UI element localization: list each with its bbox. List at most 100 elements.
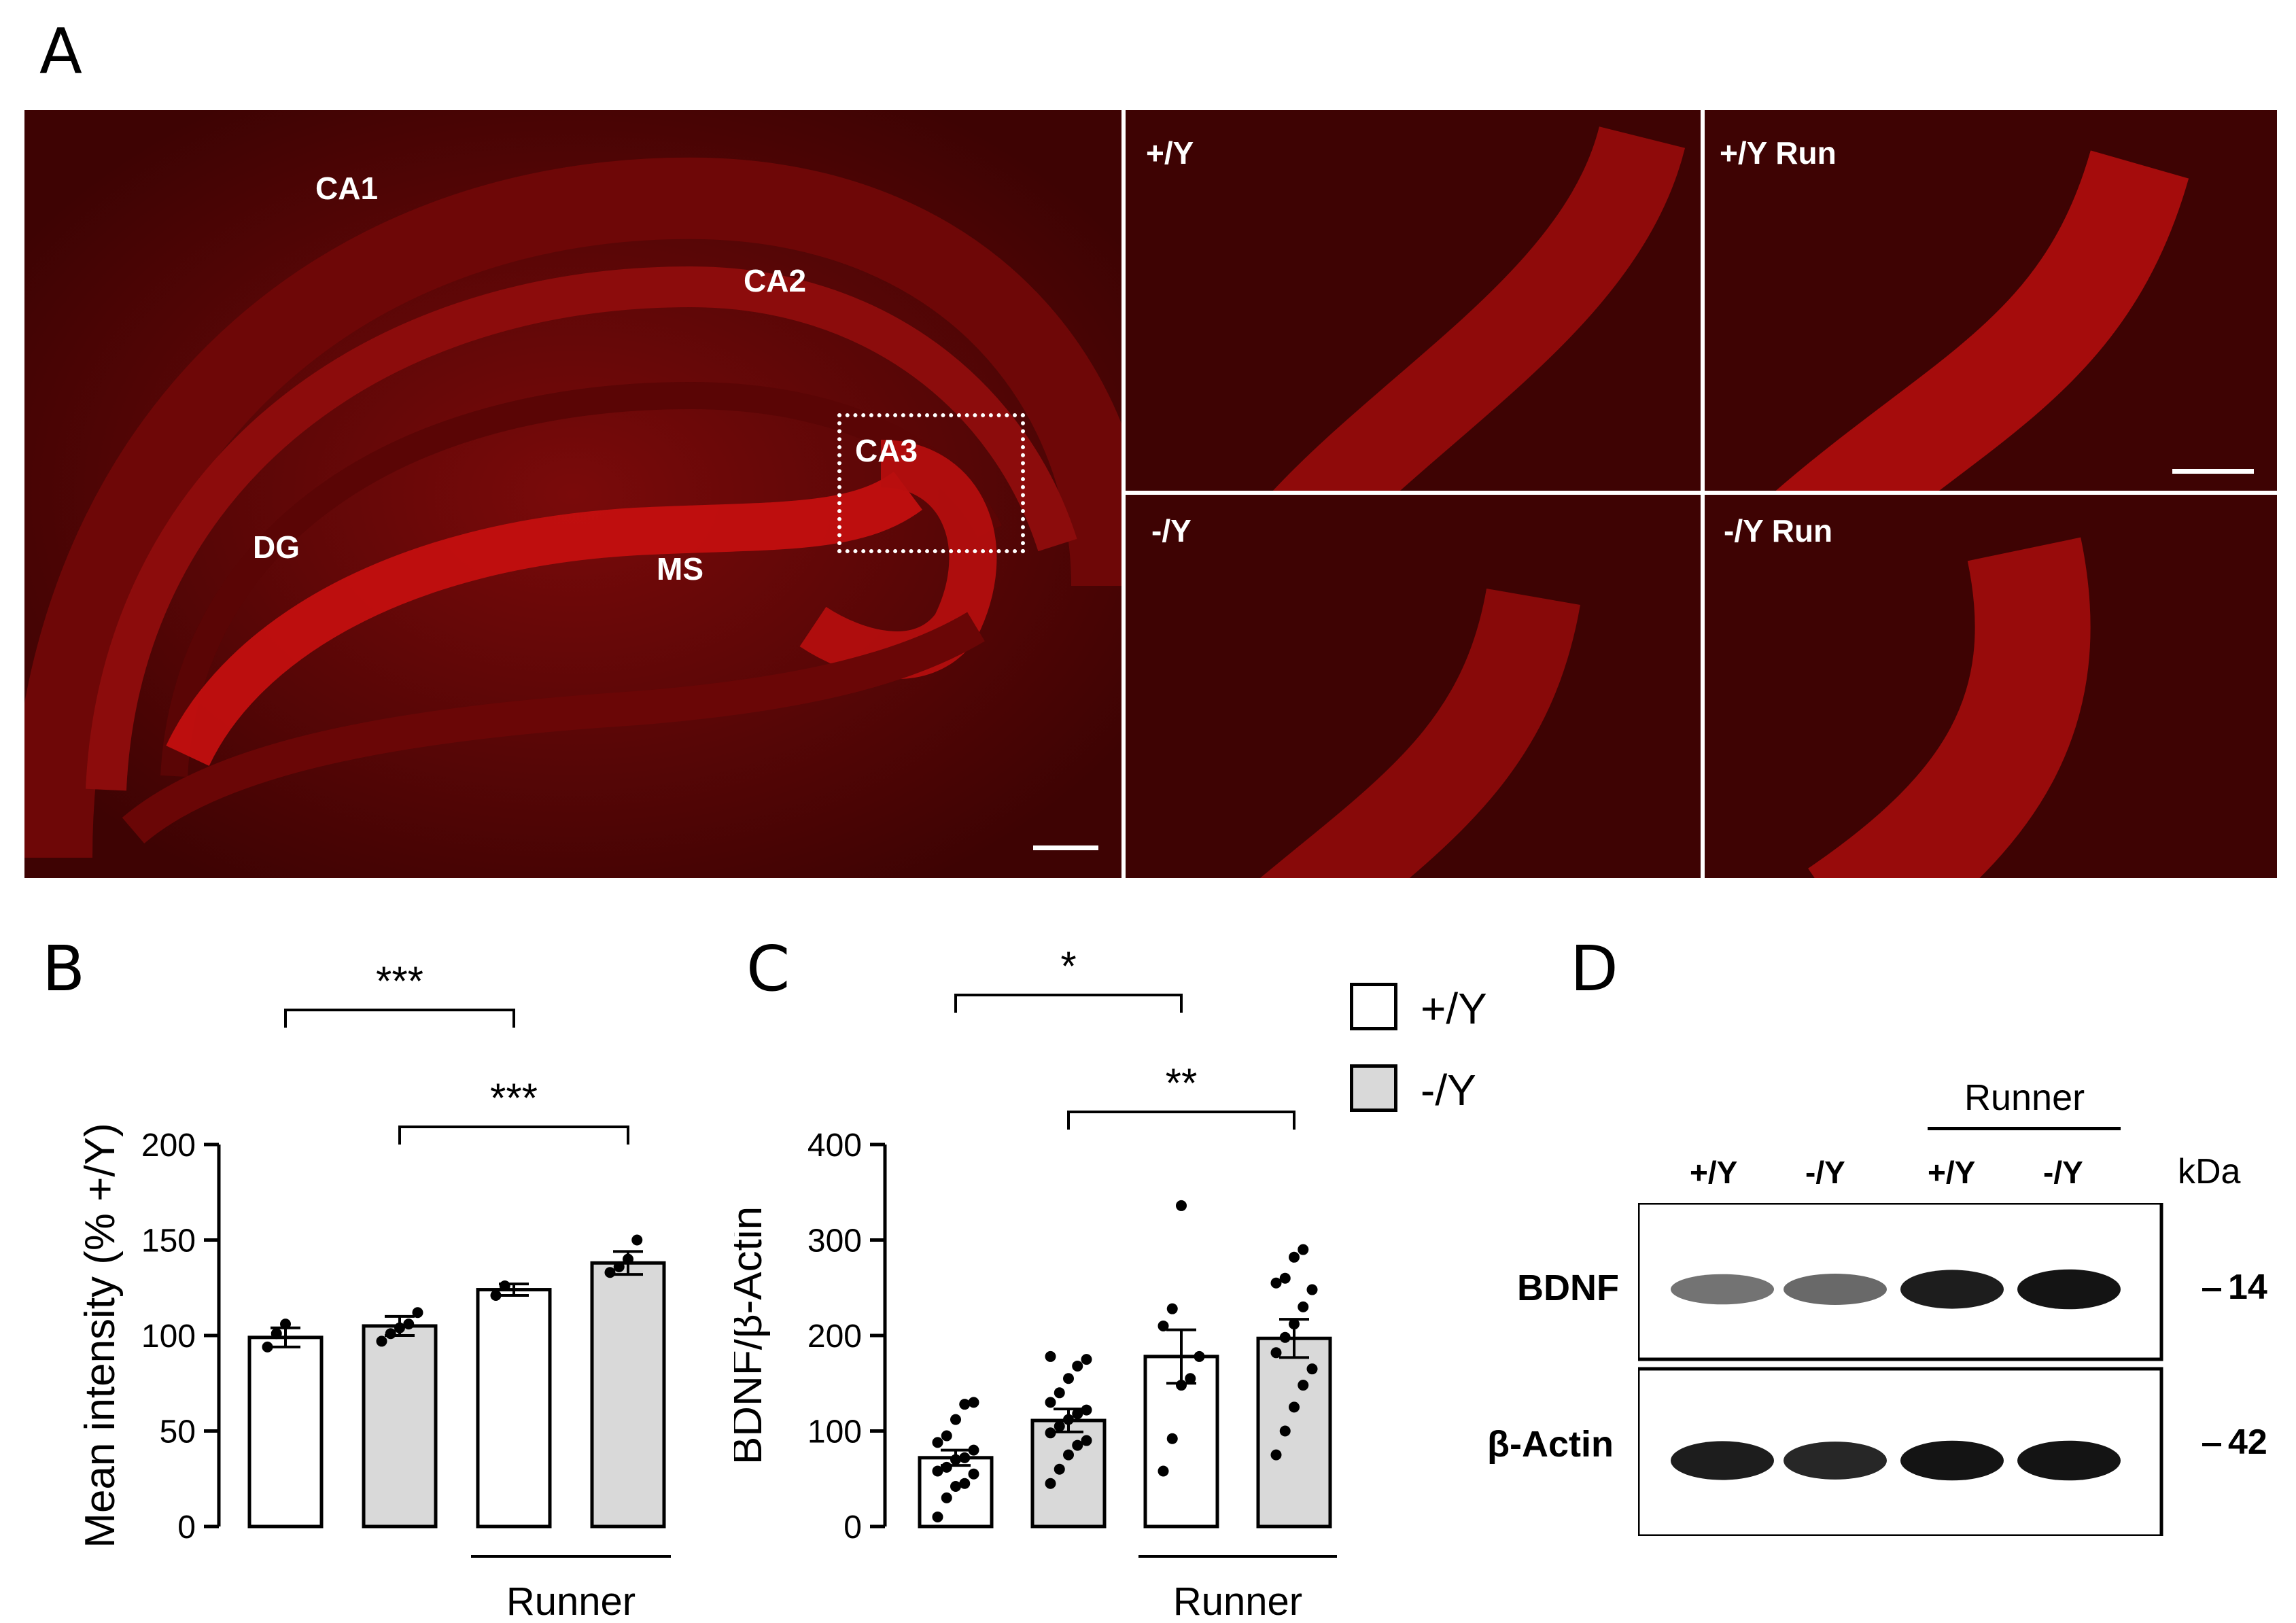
zoom-panel-ko-drawing [1259,588,1580,878]
chart-b-bar-3 [590,1261,666,1529]
blot-runner-label: Runner [1964,1077,2085,1118]
blot-band-actin-0 [1671,1441,1774,1480]
region-label-ca2: CA2 [744,263,807,298]
chart-c-point-3-9 [1306,1284,1318,1295]
chart-c-y-tick-label-3: 300 [807,1223,862,1259]
chart-b-sig-bracket-1 [398,1125,629,1145]
chart-c-point-3-3 [1298,1380,1309,1391]
chart-c-point-2-1 [1166,1433,1178,1444]
chart-c-point-0-11 [941,1430,952,1442]
chart-c-runner-label: Runner [1173,1580,1302,1623]
zoom-scale-bar [2172,469,2254,474]
chart-c-point-3-8 [1298,1301,1309,1312]
chart-c-point-3-11 [1279,1272,1291,1284]
blot-band-actin-3 [2017,1440,2121,1481]
chart-b-y-tick-label-1: 50 [160,1414,196,1450]
blot-band-actin-2 [1900,1440,2004,1481]
chart-b-y-tick-label-0: 0 [177,1509,196,1546]
region-label-ca1: CA1 [315,171,379,206]
chart-c-point-0-8 [959,1452,971,1463]
chart-b: 0 50 100 150 200 Mean intensity (% +/Y) *** ***… [77,958,671,1623]
chart-c-sig-label-1: ** [1166,1060,1198,1106]
blot-band-bdnf-0 [1671,1274,1774,1305]
chart-b-point-1-3 [403,1319,415,1330]
hippocampus-overview-image: CA1 CA2 CA3 DG MS [24,110,1121,878]
chart-c-point-0-7 [950,1454,961,1465]
chart-c-point-2-3 [1185,1373,1196,1384]
chart-b-bar-2 [476,1288,552,1529]
blot-marker-tick-14 [2202,1288,2221,1291]
chart-c-point-1-12 [1063,1373,1074,1384]
overview-scale-bar [1033,845,1098,850]
chart-b-point-1-2 [394,1322,405,1333]
chart-b-bar-0 [247,1336,324,1529]
blot-band-bdnf-2 [1900,1270,2004,1309]
chart-c-point-0-9 [968,1444,979,1456]
chart-c-point-3-12 [1289,1251,1300,1263]
chart-c-point-1-8 [1072,1408,1083,1420]
zoom-panel-wt-run-drawing [1775,150,2189,491]
chart-c-point-1-3 [1072,1439,1083,1451]
chart-c-bar-3 [1256,1336,1332,1529]
chart-c-point-1-13 [1072,1360,1083,1372]
chart-c-point-2-4 [1194,1350,1205,1362]
chart-c-point-0-2 [950,1480,961,1492]
chart-c-point-0-12 [950,1414,961,1425]
chart-b-bar-1 [362,1324,438,1529]
chart-c-point-1-4 [1081,1435,1092,1446]
chart-c-point-0-5 [932,1465,943,1477]
zoom-label-ko: -/Y [1151,513,1192,548]
zoom-panel-wt: +/Y [1126,110,1701,491]
chart-c-point-2-0 [1158,1465,1169,1477]
zoom-panel-ko-run-drawing [1808,537,2091,878]
panel-label-d: D [1570,932,1618,1005]
chart-c-point-1-6 [1054,1420,1065,1432]
chart-c-point-1-7 [1063,1414,1074,1425]
chart-b-point-0-2 [280,1319,291,1330]
chart-b-sig-label-1: *** [490,1075,538,1121]
zoom-panel-ko-run: -/Y Run [1705,495,2277,878]
blot-unit-label: kDa [2178,1152,2241,1191]
chart-c-bar-0 [918,1456,994,1529]
chart-c-y-axis-label: BDNF/β-Actin [734,1206,771,1465]
blot-marker-14: 14 [2228,1268,2267,1307]
chart-c-point-2-7 [1176,1200,1187,1211]
panel-label-a: A [39,15,82,88]
chart-c-point-0-1 [941,1492,952,1503]
chart-b-y-tick-label-3: 150 [141,1223,196,1259]
legend-swatch-ko [1350,1064,1397,1112]
chart-c-point-2-5 [1158,1320,1169,1331]
legend-label-ko: -/Y [1421,1066,1476,1115]
chart-c-point-3-0 [1270,1449,1282,1461]
blot-band-bdnf-3 [2017,1269,2121,1310]
chart-b-point-1-1 [385,1328,396,1340]
region-label-ms: MS [657,551,703,587]
blot-marker-tick-42 [2202,1443,2221,1446]
chart-b-point-2-0 [490,1289,502,1301]
chart-c-point-1-0 [1045,1478,1056,1489]
chart-c-point-1-1 [1054,1463,1065,1475]
chart-c-point-0-13 [959,1399,971,1410]
chart-b-point-2-1 [499,1280,510,1291]
legend: +/Y -/Y [1350,983,1554,1132]
chart-c-point-3-13 [1298,1244,1309,1255]
blot-lane-label-4: -/Y [2043,1155,2083,1190]
chart-c-point-1-15 [1045,1350,1056,1362]
chart-c-sig-bracket-0 [954,994,1183,1013]
chart-c-point-0-3 [959,1478,971,1489]
panel-label-b: B [42,932,86,1005]
chart-c-point-2-6 [1166,1303,1178,1314]
chart-b-point-3-2 [623,1253,633,1265]
chart-c-y-tick-label-1: 100 [807,1414,862,1450]
blot-row-label-bdnf: BDNF [1517,1268,1619,1308]
chart-b-point-0-0 [262,1341,273,1352]
chart-c-sig-label-0: * [1060,943,1076,989]
chart-c-point-0-14 [968,1397,979,1408]
chart-b-point-3-0 [604,1267,616,1278]
chart-b-point-3-1 [613,1261,625,1272]
chart-c-point-3-7 [1289,1319,1300,1330]
chart-c-point-3-5 [1270,1347,1282,1359]
blot-lane-label-3: +/Y [1928,1155,1976,1190]
chart-b-runner-label: Runner [506,1580,636,1623]
